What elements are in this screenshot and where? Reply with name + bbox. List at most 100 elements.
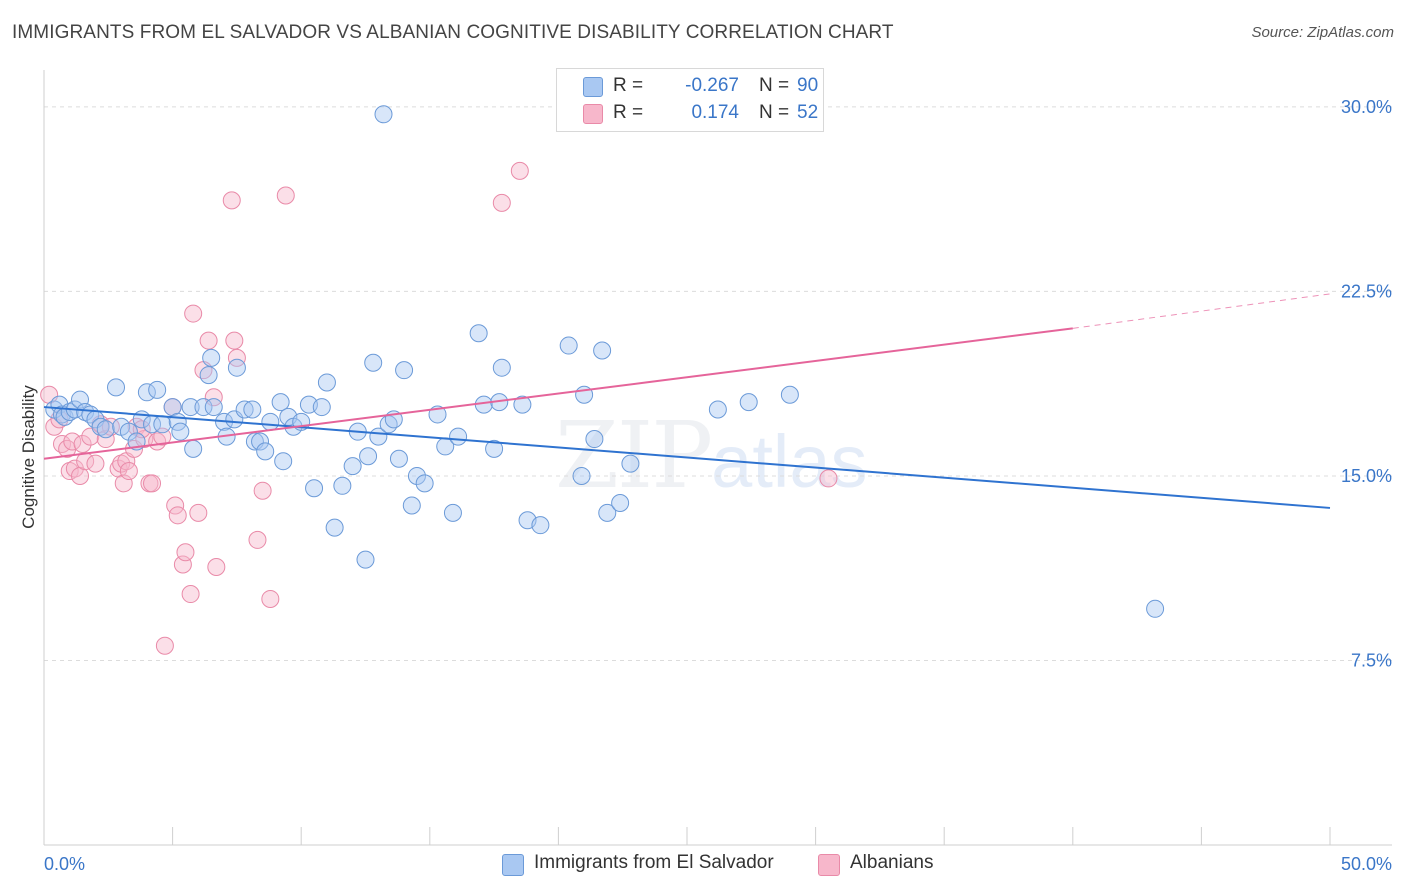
el-salvador-point [531,516,550,535]
y-tick-label: 30.0% [1341,97,1392,117]
el-salvador-point [621,454,640,473]
albanians-point [50,410,69,429]
albanians-point [227,348,246,367]
el-salvador-point [119,422,138,441]
albanians-point [222,191,241,210]
x-tick-label-max: 50.0% [1341,854,1392,874]
el-salvador-trend-line [43,406,1331,509]
el-salvador-point [325,518,344,537]
legend-n-value: 52 [797,102,819,123]
el-salvador-point [1146,599,1165,618]
el-salvador-point [492,358,511,377]
albanians-point [112,454,131,473]
el-salvador-point [256,442,275,461]
albanians-point [492,193,511,212]
el-salvador-point [137,383,156,402]
el-salvador-point [572,466,591,485]
x-tick-label-min: 0.0% [44,854,85,874]
albanians-point [189,503,208,522]
el-salvador-point [91,417,110,436]
legend-r-value: 0.174 [691,102,739,123]
albanians-point [53,434,72,453]
bottom-legend-label: Albanians [850,852,934,873]
el-salvador-point [227,358,246,377]
el-salvador-point [708,400,727,419]
albanians-point [261,589,280,608]
el-salvador-point [356,550,375,569]
albanians-point [168,506,187,525]
albanians-trend-line [43,327,1073,460]
albanians-point [73,434,92,453]
legend-swatch-pink [583,104,603,124]
albanians-point [276,186,295,205]
y-tick-label: 7.5% [1351,650,1392,670]
el-salvador-point [153,415,172,434]
albanians-point [101,417,120,436]
albanians-point [207,557,226,576]
legend-swatch-blue [583,77,603,97]
el-salvador-point [585,430,604,449]
bottom-legend-swatch-blue [502,854,524,876]
legend-n-label: N = [759,102,790,123]
el-salvador-point [312,398,331,417]
el-salvador-point [181,398,200,417]
el-salvador-point [274,452,293,471]
el-salvador-point [194,398,213,417]
el-salvador-point [395,361,414,380]
albanians-point [153,427,172,446]
albanians-point [119,462,138,481]
el-salvador-point [407,466,426,485]
el-salvador-point [199,366,218,385]
albanians-points [40,161,838,655]
el-salvador-point [593,341,612,360]
el-salvador-point [76,402,95,421]
grid-lines [44,106,1392,661]
source-note: Source: ZipAtlas.com [1251,24,1394,41]
albanians-point [155,636,174,655]
albanians-point [510,161,529,180]
el-salvador-point [389,449,408,468]
legend-r-label: R = [613,102,644,123]
el-salvador-point [251,432,270,451]
albanians-point [199,331,218,350]
el-salvador-point [184,439,203,458]
el-salvador-point [739,393,758,412]
legend-r-value: -0.267 [685,75,739,96]
el-salvador-point [235,400,254,419]
el-salvador-point [402,496,421,515]
el-salvador-point [333,476,352,495]
y-tick-label: 22.5% [1341,281,1392,301]
el-salvador-point [271,393,290,412]
bottom-legend-label: Immigrants from El Salvador [534,852,774,873]
albanians-point [63,432,82,451]
el-salvador-point [261,412,280,431]
y-tick-label: 15.0% [1341,466,1392,486]
albanians-point [253,481,272,500]
albanians-point [248,530,267,549]
el-salvador-point [611,494,630,513]
correlation-legend: R = -0.267 N = 90 R = 0.174 N = 52 [556,68,824,132]
el-salvador-point [60,402,79,421]
el-salvador-point [343,457,362,476]
el-salvador-point [598,503,617,522]
albanians-trend-extension [1072,293,1331,329]
albanians-point [819,469,838,488]
bottom-legend-swatch-pink [818,854,840,876]
legend-n-label: N = [759,75,790,96]
y-tick-labels: 7.5% 15.0% 22.5% 30.0% [1341,97,1392,671]
el-salvador-point [96,420,115,439]
el-salvador-point [204,398,223,417]
el-salvador-point [202,348,221,367]
albanians-point [60,462,79,481]
el-salvador-point [780,385,799,404]
albanians-point [184,304,203,323]
el-salvador-points [45,105,1165,618]
albanians-point [176,543,195,562]
el-salvador-point [449,427,468,446]
el-salvador-point [485,439,504,458]
el-salvador-point [359,447,378,466]
el-salvador-point [148,380,167,399]
watermark: ZIPatlas [555,402,867,509]
el-salvador-point [415,474,434,493]
legend-n-value: 90 [797,75,819,96]
